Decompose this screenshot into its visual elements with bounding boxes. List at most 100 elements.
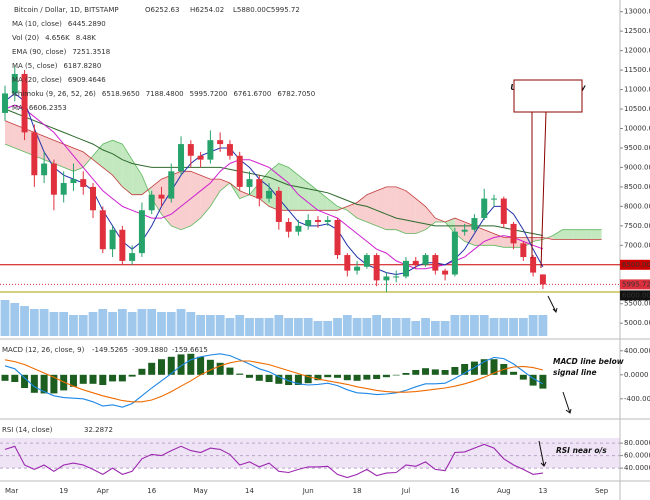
y-tick-label: 10000.00 (624, 125, 650, 133)
ohlc-value: L5880.00 (233, 6, 266, 14)
volume-bar (303, 318, 313, 336)
legend-label: MA (5, close) (12, 62, 58, 70)
volume-bar (98, 309, 108, 336)
x-tick-label: Sep (595, 487, 609, 495)
volume-bar (430, 321, 440, 336)
histogram-bar (275, 374, 283, 384)
legend-value: -159.6615 (172, 346, 208, 354)
histogram-bar (510, 371, 518, 375)
histogram-bar (441, 370, 449, 375)
y-tick-label: 11500.00 (624, 66, 650, 74)
volume-bar (176, 309, 186, 336)
candle-body (432, 255, 439, 271)
legend-label: MA (20, close) (12, 76, 62, 84)
candle-body (461, 229, 468, 232)
histogram-bar (373, 374, 381, 379)
histogram-bar (480, 359, 488, 375)
annotation: RSI near o/s (556, 446, 607, 455)
candle-body (2, 93, 8, 113)
volume-bar (10, 303, 20, 336)
volume-bar (470, 315, 479, 336)
volume-bar (421, 318, 430, 336)
volume-bar (342, 315, 352, 336)
volume-bar (401, 318, 411, 336)
volume-bar (382, 318, 391, 336)
cloud (591, 229, 602, 240)
legend-value: -309.1880 (132, 346, 168, 354)
line (4, 120, 602, 240)
candle-body (520, 243, 527, 258)
candle-body (119, 229, 126, 261)
volume-bar (460, 315, 470, 336)
histogram-bar (402, 373, 410, 375)
legend-label: MA (12, 104, 23, 112)
ohlc-value: O6252.63 (145, 6, 179, 14)
legend-value: 4.656K (45, 34, 70, 42)
chart-title: Bitcoin / Dollar, 1D, BITSTAMP (14, 6, 119, 14)
price-tag-label: 6000.00 (622, 291, 650, 299)
cloud (484, 229, 494, 246)
candle-body (491, 198, 497, 200)
panel-title: MACD (12, 26, close, 9) (2, 346, 85, 354)
histogram-bar (343, 374, 351, 381)
cloud (122, 144, 133, 195)
histogram-bar (392, 374, 400, 376)
legend-value: 32.2872 (84, 426, 113, 434)
volume-bar (538, 315, 548, 336)
histogram-bar (11, 374, 19, 382)
histogram-bar (265, 374, 273, 382)
histogram-bar (109, 374, 117, 382)
volume-bar (499, 318, 509, 336)
candle-body (168, 171, 175, 199)
y-tick-label: 10500.00 (624, 105, 650, 113)
candle-body (442, 270, 449, 275)
histogram-bar (529, 374, 537, 386)
candle-body (50, 163, 57, 195)
y-tick-label: 60.0000 (624, 452, 650, 460)
cloud (53, 140, 64, 168)
volume-bar (20, 306, 29, 336)
legend-value: 8.48K (76, 34, 97, 42)
candle-body (21, 73, 28, 133)
histogram-bar (304, 374, 312, 384)
price-tag (620, 279, 650, 290)
histogram-bar (50, 374, 58, 394)
cloud (220, 179, 230, 191)
line (4, 139, 602, 248)
cloud (151, 179, 162, 215)
candle-body (530, 257, 537, 273)
legend-value: 7188.4800 (146, 90, 184, 98)
x-tick-label: Aug (497, 487, 511, 495)
histogram-bar (353, 374, 361, 381)
histogram-bar (519, 374, 527, 380)
histogram-bar (99, 374, 107, 385)
y-tick-label: 7500.00 (624, 222, 650, 230)
histogram-bar (167, 356, 175, 375)
candle-body (275, 190, 282, 222)
cloud (73, 147, 84, 172)
x-tick-label: 16 (450, 487, 459, 495)
histogram-bar (451, 367, 459, 375)
histogram-bar (539, 374, 547, 389)
histogram-bar (118, 374, 126, 382)
candle-body (324, 220, 331, 222)
annotation: signal line (553, 368, 597, 377)
histogram-bar (128, 374, 136, 377)
candle-body (471, 218, 478, 230)
y-tick-label: 11000.00 (624, 86, 650, 94)
cloud (112, 140, 123, 187)
legend-value: 6518.9650 (102, 90, 140, 98)
rsi-band (0, 438, 620, 468)
histogram-bar (294, 374, 302, 385)
cloud (415, 198, 426, 234)
volume-bar (39, 309, 49, 336)
volume-bar (333, 318, 342, 336)
cloud (533, 237, 543, 242)
volume-bar (117, 309, 127, 336)
cloud (572, 229, 583, 240)
y-tick-label: 8000.00 (624, 202, 650, 210)
layer (2, 11, 650, 469)
ohlc-value: H6254.02 (190, 6, 224, 14)
candle-body (510, 223, 517, 244)
candle-body (373, 255, 380, 281)
